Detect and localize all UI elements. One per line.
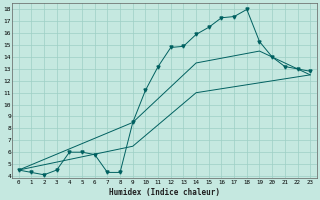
X-axis label: Humidex (Indice chaleur): Humidex (Indice chaleur) [109,188,220,197]
